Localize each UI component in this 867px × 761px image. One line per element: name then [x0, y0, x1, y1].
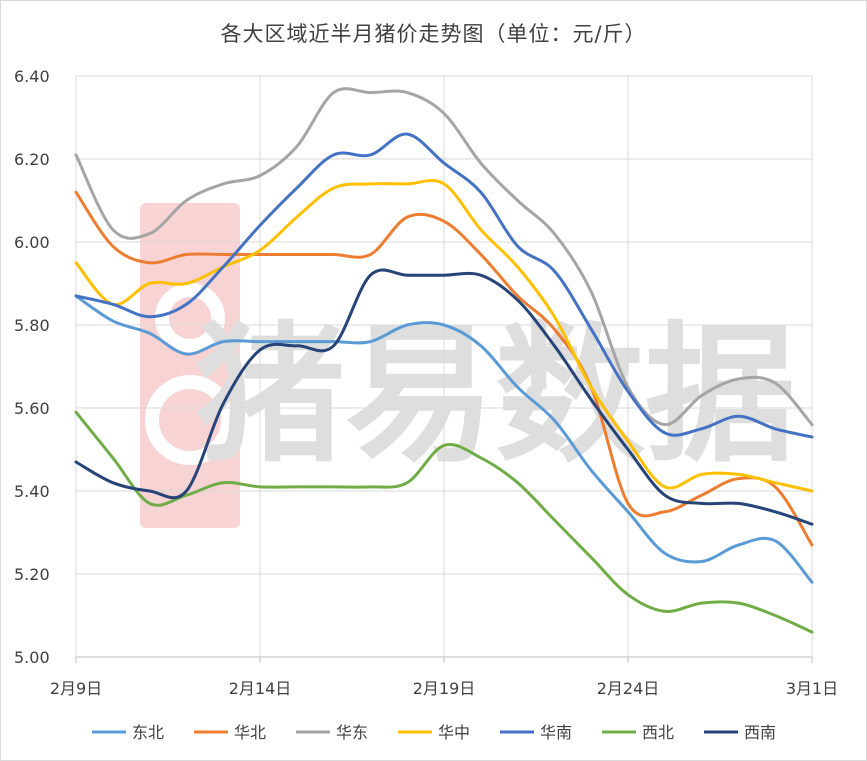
x-tick-label: 2月14日	[229, 679, 292, 698]
legend-label: 东北	[132, 723, 164, 742]
x-tick-label: 3月1日	[786, 679, 838, 698]
legend-label: 华中	[438, 723, 470, 742]
watermark-logo-ring	[145, 375, 235, 465]
series-line-5	[74, 132, 814, 439]
series-layer	[74, 87, 814, 634]
y-tick-label: 6.00	[14, 233, 50, 252]
legend-label: 华北	[234, 723, 266, 742]
y-tick-label: 5.80	[14, 316, 50, 335]
y-tick-label: 5.40	[14, 482, 50, 501]
watermark-text: 猪易数据	[195, 309, 795, 483]
x-tick-label: 2月24日	[597, 679, 660, 698]
legend-label: 西北	[642, 723, 674, 742]
watermark-logo-ring-small	[155, 283, 225, 353]
series-line-7	[74, 268, 814, 526]
series-line-3	[74, 87, 814, 427]
series-line-6	[74, 410, 814, 634]
legend-label: 华东	[336, 723, 368, 742]
y-tick-label: 5.20	[14, 565, 50, 584]
legend-label: 西南	[744, 723, 776, 742]
series-line-4	[74, 179, 814, 493]
legend-label: 华南	[540, 723, 572, 742]
axis-labels: 5.00 5.20 5.40 5.60 5.80 6.00 6.20 6.40 2月9日 2月14…	[14, 67, 838, 698]
y-tick-label: 5.00	[14, 648, 50, 667]
y-tick-label: 5.60	[14, 399, 50, 418]
y-tick-label: 6.40	[14, 67, 50, 86]
legend: 东北 华北 华东 华中 华南 西北 西南	[92, 723, 776, 742]
y-tick-label: 6.20	[14, 150, 50, 169]
watermark-logo: 猪易数据	[140, 203, 795, 528]
x-tick-label: 2月9日	[50, 679, 102, 698]
chart-title: 各大区域近半月猪价走势图（单位：元/斤）	[220, 22, 647, 46]
series-line-1	[74, 294, 814, 584]
x-tick-label: 2月19日	[413, 679, 476, 698]
grid	[75, 75, 813, 663]
